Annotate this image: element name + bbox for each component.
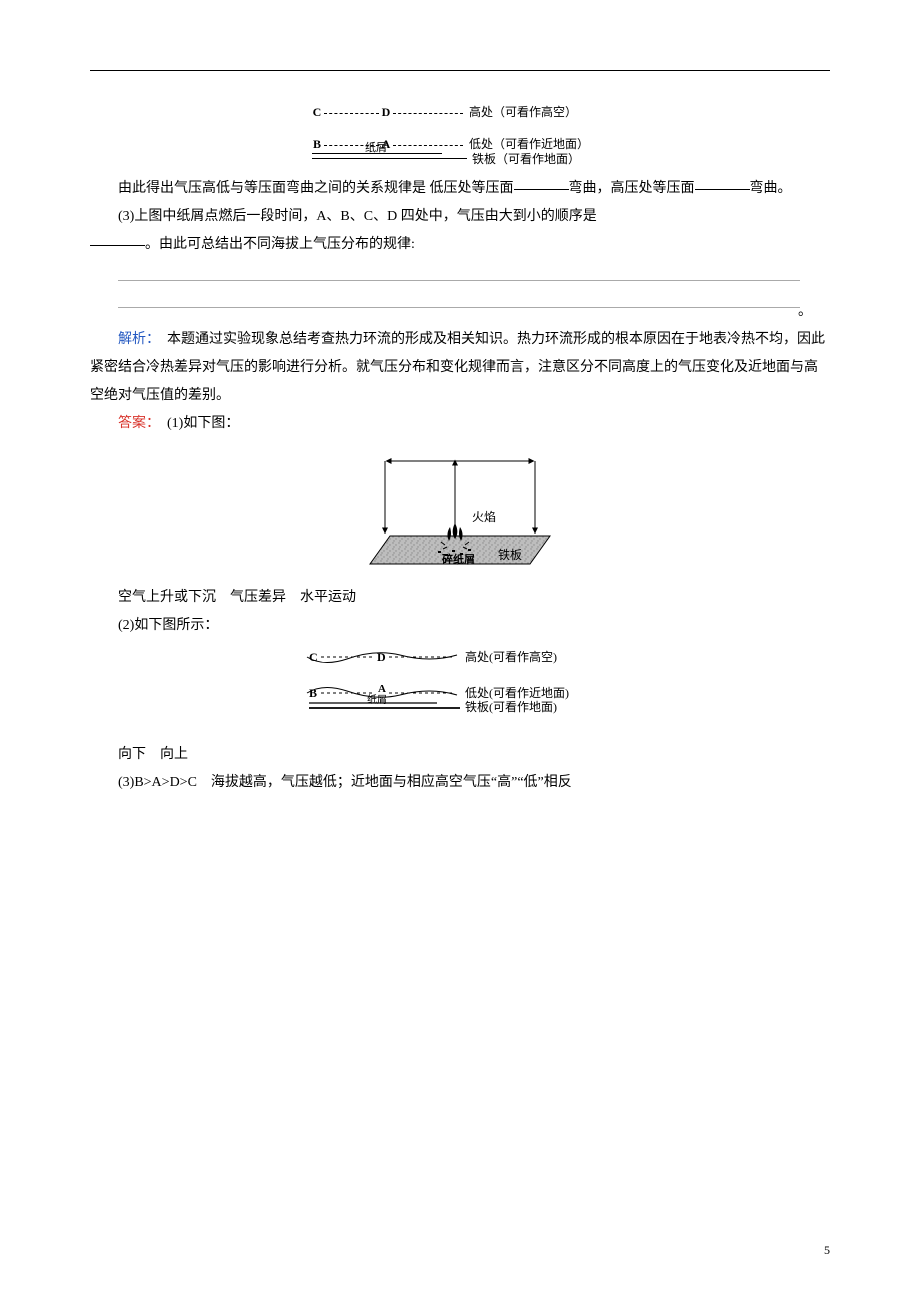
fig1-plate: 纸屑 铁板（可看作地面） — [310, 151, 610, 165]
fig2-svg: 火焰 碎纸屑 铁板 — [350, 446, 570, 576]
blank — [695, 175, 750, 190]
fig1-desc-high: 高处（可看作高空） — [469, 100, 577, 124]
svg-text:B: B — [309, 686, 317, 700]
fig1-plate-mid-label: 纸屑 — [365, 137, 387, 159]
fig2-label-flame: 火焰 — [472, 509, 496, 524]
blank — [90, 231, 145, 246]
fig1-label-d: D — [379, 100, 393, 124]
figure-1: C D 高处（可看作高空） B A 低处（可看作近地面） 纸屑 铁板（可看作地面… — [310, 101, 610, 165]
svg-text:低处(可看作近地面): 低处(可看作近地面) — [465, 686, 569, 700]
question-2-text: 由此得出气压高低与等压面弯曲之间的关系规律是 低压处等压面 弯曲，高压处等压面 弯曲… — [90, 175, 830, 203]
svg-text:A: A — [378, 683, 386, 695]
svg-text:纸屑: 纸屑 — [367, 693, 387, 706]
svg-text:D: D — [377, 650, 386, 664]
q3-tail-text: 。由此可总结出不同海拔上气压分布的规律: — [145, 237, 415, 252]
analysis-label: 解析： — [118, 332, 153, 347]
answer-1-line2: 空气上升或下沉 气压差异 水平运动 — [90, 584, 830, 612]
svg-text:高处(可看作高空): 高处(可看作高空) — [465, 649, 557, 664]
answer-label: 答案： — [118, 416, 153, 431]
answer-1-text: (1)如下图： — [153, 416, 239, 431]
question-3-text: (3)上图中纸屑点燃后一段时间，A、B、C、D 四处中，气压由大到小的顺序是 — [90, 203, 830, 231]
q2-part1: 由此得出气压高低与等压面弯曲之间的关系规律是 低压处等压面 — [118, 181, 514, 196]
page-number: 5 — [824, 1238, 830, 1262]
period: 。 — [90, 298, 812, 326]
fig1-dash — [393, 113, 463, 114]
answer-1-line: 答案： (1)如下图： — [90, 410, 830, 438]
fig1-row-high: C D 高处（可看作高空） — [310, 101, 610, 123]
fig1-dash — [393, 145, 463, 146]
analysis-body: 本题通过实验现象总结考查热力环流的形成及相关知识。热力环流形成的根本原因在于地表… — [90, 332, 825, 403]
answer-blank-line — [118, 279, 800, 281]
blank — [514, 175, 569, 190]
fig1-dash — [324, 113, 379, 114]
answer-3-line: (3)B>A>D>C 海拔越高，气压越低；近地面与相应高空气压“高”“低”相反 — [90, 769, 830, 797]
fig2-label-paper: 碎纸屑 — [442, 552, 475, 566]
fig1-plate-right-label: 铁板（可看作地面） — [472, 147, 580, 171]
fig1-plate-line — [312, 158, 467, 159]
page: C D 高处（可看作高空） B A 低处（可看作近地面） 纸屑 铁板（可看作地面… — [0, 0, 920, 1302]
svg-text:铁板(可看作地面): 铁板(可看作地面) — [465, 700, 557, 714]
figure-3: C D 高处(可看作高空) B A 低处(可看作近地面) 纸屑 铁板(可看作地面… — [305, 645, 615, 731]
answer-2-line: (2)如下图所示： — [90, 612, 830, 640]
answer-2-line2: 向下 向上 — [90, 741, 830, 769]
question-3-tail: 。由此可总结出不同海拔上气压分布的规律: — [90, 231, 830, 259]
header-rule — [90, 70, 830, 71]
q2-part2: 弯曲，高压处等压面 — [569, 181, 695, 196]
fig3-svg: C D 高处(可看作高空) B A 低处(可看作近地面) 纸屑 铁板(可看作地面… — [305, 645, 615, 723]
fig2-label-plate: 铁板 — [498, 548, 522, 562]
analysis-para: 解析： 本题通过实验现象总结考查热力环流的形成及相关知识。热力环流形成的根本原因… — [90, 326, 830, 410]
svg-text:C: C — [309, 650, 318, 664]
figure-2: 火焰 碎纸屑 铁板 — [350, 446, 570, 576]
q2-part3: 弯曲。 — [750, 181, 792, 196]
q3-part1: (3)上图中纸屑点燃后一段时间，A、B、C、D 四处中，气压由大到小的顺序是 — [118, 209, 597, 224]
fig1-label-c: C — [310, 100, 324, 124]
